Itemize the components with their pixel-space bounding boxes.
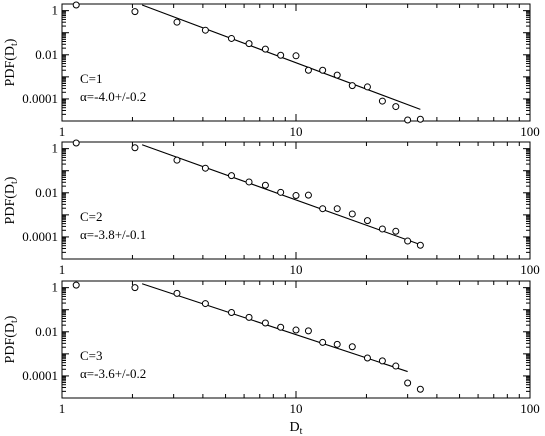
annotation-alpha: α=-4.0+/-0.2 [80,89,146,104]
data-point [404,237,412,245]
data-point [348,210,356,218]
data-point [378,97,386,105]
data-point [416,385,424,393]
y-tick-label: 0.01 [35,324,58,339]
data-point [245,313,253,321]
data-point [292,326,300,334]
annotation-c: C=1 [80,71,103,86]
annotation-c: C=2 [80,209,103,224]
data-point [304,327,312,335]
data-point [201,164,209,172]
data-point [378,225,386,233]
x-tick-label: 100 [520,401,540,416]
data-point [348,82,356,90]
data-point [173,18,181,26]
y-tick-label: 1 [52,280,59,295]
data-point [261,319,269,327]
data-point [392,227,400,235]
y-tick-label: 0.0001 [22,368,58,383]
x-tick-label: 100 [520,262,540,277]
data-point [319,205,327,213]
data-point [72,281,80,289]
data-point [404,116,412,124]
data-point [227,34,235,42]
data-point [319,66,327,74]
x-tick-label: 100 [520,124,540,139]
data-point [227,308,235,316]
x-tick-label: 1 [59,124,66,139]
fit-line [141,283,408,373]
data-point [416,241,424,249]
data-point [363,83,371,91]
data-point [201,26,209,34]
data-point [319,338,327,346]
y-tick-label: 0.01 [35,47,58,62]
y-axis-title-close: ) [3,38,18,43]
data-point [131,144,139,152]
data-point [245,178,253,186]
data-point [363,354,371,362]
x-tick-label: 10 [290,124,303,139]
data-point [72,139,80,147]
data-point [201,300,209,308]
y-tick-label: 0.0001 [22,229,58,244]
x-tick-label: 10 [290,401,303,416]
data-point [363,217,371,225]
data-point [131,8,139,16]
data-point [131,284,139,292]
data-point [304,66,312,74]
y-axis-title: PDF(Dt) [3,315,20,363]
x-tick-label: 1 [59,401,66,416]
y-tick-label: 0.01 [35,185,58,200]
data-point [292,192,300,200]
data-point [304,191,312,199]
data-point [404,379,412,387]
data-point [416,115,424,123]
y-axis-title-main: PDF(D [3,46,18,86]
data-point [277,51,285,59]
data-point [277,188,285,196]
annotation-alpha: α=-3.8+/-0.1 [80,227,146,242]
y-axis-title: PDF(Dt) [3,38,20,86]
y-axis-title-sub: t [9,43,20,46]
annotation-c: C=3 [80,348,103,363]
y-tick-label: 0.0001 [22,91,58,106]
data-point [173,289,181,297]
data-point [333,71,341,79]
y-tick-label: 1 [52,3,59,18]
data-point [227,172,235,180]
data-point [261,45,269,53]
data-point [261,181,269,189]
y-axis-title-main: PDF(D [3,184,18,224]
data-point [392,362,400,370]
x-axis-title: Dt [290,420,303,436]
y-axis-title-close: ) [3,315,18,320]
data-point [72,1,80,9]
x-tick-label: 10 [290,262,303,277]
y-tick-label: 1 [52,141,59,156]
data-point [173,156,181,164]
data-point [348,343,356,351]
annotation-alpha: α=-3.6+/-0.2 [80,366,146,381]
y-axis-title-main: PDF(D [3,323,18,363]
data-point [392,103,400,111]
data-point [245,40,253,48]
data-point [333,340,341,348]
data-point [277,323,285,331]
y-axis-title-sub: t [9,181,20,184]
y-axis-title-close: ) [3,176,18,181]
y-axis-title-sub: t [9,320,20,323]
data-point [378,357,386,365]
data-point [333,205,341,213]
x-tick-label: 1 [59,262,66,277]
y-axis-title: PDF(Dt) [3,176,20,224]
data-point [292,52,300,60]
